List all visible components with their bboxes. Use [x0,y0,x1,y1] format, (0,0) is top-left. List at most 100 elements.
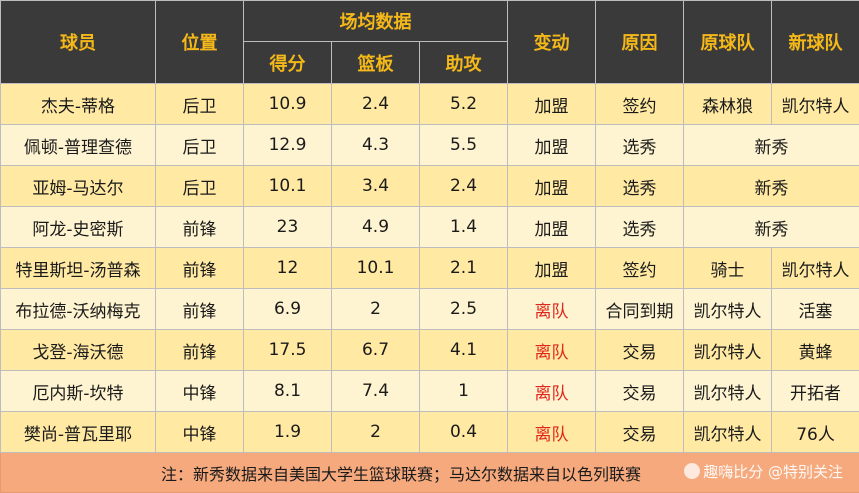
table-row: 特里斯坦-汤普森 前锋 12 10.1 2.1 加盟 签约 骑士 凯尔特人 [0,247,859,289]
rookie-cell: 新秀 [683,165,859,207]
points-cell: 12.9 [243,124,332,166]
points-cell: 17.5 [243,329,332,371]
watermark: 趣嗨比分 @特别关注 [684,461,843,482]
assists-cell: 1.4 [418,206,509,248]
change-cell: 加盟 [507,247,597,289]
to-team-cell: 活塞 [771,288,859,330]
points-cell: 8.1 [243,370,332,412]
from-team-cell: 凯尔特人 [683,288,773,330]
position-cell: 后卫 [155,83,244,125]
change-cell: 加盟 [507,206,597,248]
change-cell: 离队 [507,370,597,412]
rookie-cell: 新秀 [683,206,859,248]
col-change-header: 变动 [507,0,597,84]
from-team-cell: 凯尔特人 [683,329,773,371]
rebounds-cell: 2 [331,288,420,330]
to-team-cell: 开拓者 [771,370,859,412]
assists-cell: 1 [418,370,509,412]
table-row: 布拉德-沃纳梅克 前锋 6.9 2 2.5 离队 合同到期 凯尔特人 活塞 [0,288,859,330]
rebounds-cell: 4.9 [331,206,420,248]
position-cell: 前锋 [155,206,244,248]
from-team-cell: 凯尔特人 [683,370,773,412]
table-row: 杰夫-蒂格 后卫 10.9 2.4 5.2 加盟 签约 森林狼 凯尔特人 [0,83,859,125]
table-row: 樊尚-普瓦里耶 中锋 1.9 2 0.4 离队 交易 凯尔特人 76人 [0,411,859,453]
points-cell: 6.9 [243,288,332,330]
watermark-logo-icon [684,463,701,479]
from-team-cell: 森林狼 [683,83,773,125]
col-assists-header: 助攻 [418,41,509,84]
col-stats-group-header: 场均数据 [242,0,509,42]
points-cell: 12 [243,247,332,289]
position-cell: 中锋 [155,370,244,412]
rebounds-cell: 7.4 [331,370,420,412]
col-to-team-header: 新球队 [771,0,859,84]
assists-cell: 2.1 [418,247,509,289]
to-team-cell: 凯尔特人 [771,247,859,289]
reason-cell: 签约 [595,83,685,125]
change-cell: 离队 [507,288,597,330]
player-cell: 亚姆-马达尔 [0,165,156,207]
player-cell: 厄内斯-坎特 [0,370,156,412]
rebounds-cell: 4.3 [331,124,420,166]
table-row: 戈登-海沃德 前锋 17.5 6.7 4.1 离队 交易 凯尔特人 黄蜂 [0,329,859,371]
col-points-header: 得分 [243,41,332,84]
reason-cell: 选秀 [595,124,685,166]
note-row: 注：新秀数据来自美国大学生篮球联赛；马达尔数据来自以色列联赛 [0,452,859,493]
header-subrow: 得分 篮板 助攻 [1,41,859,84]
col-player-header: 球员 [0,0,156,84]
assists-cell: 5.5 [418,124,509,166]
position-cell: 后卫 [155,124,244,166]
assists-cell: 4.1 [418,329,509,371]
assists-cell: 2.4 [418,165,509,207]
rebounds-cell: 2.4 [331,83,420,125]
note-text: 注：新秀数据来自美国大学生篮球联赛；马达尔数据来自以色列联赛 [0,452,859,493]
reason-cell: 交易 [595,370,685,412]
table-body: 杰夫-蒂格 后卫 10.9 2.4 5.2 加盟 签约 森林狼 凯尔特人 佩顿-普理查德 后卫 12.… [0,83,859,453]
from-team-cell: 骑士 [683,247,773,289]
header-row: 球员 位置 场均数据 变动 原因 原球队 新球队 [0,0,859,84]
col-position-header: 位置 [155,0,244,84]
table-row: 佩顿-普理查德 后卫 12.9 4.3 5.5 加盟 选秀 新秀 [0,124,859,166]
points-cell: 1.9 [243,411,332,453]
col-reason-header: 原因 [595,0,685,84]
rebounds-cell: 3.4 [331,165,420,207]
position-cell: 前锋 [155,288,244,330]
assists-cell: 0.4 [418,411,509,453]
to-team-cell: 76人 [771,411,859,453]
player-cell: 戈登-海沃德 [0,329,156,371]
change-cell: 加盟 [507,165,597,207]
player-cell: 特里斯坦-汤普森 [0,247,156,289]
change-cell: 离队 [507,411,597,453]
rebounds-cell: 6.7 [331,329,420,371]
position-cell: 前锋 [155,247,244,289]
position-cell: 中锋 [155,411,244,453]
position-cell: 前锋 [155,329,244,371]
reason-cell: 交易 [595,411,685,453]
position-cell: 后卫 [155,165,244,207]
player-cell: 佩顿-普理查德 [0,124,156,166]
from-team-cell: 凯尔特人 [683,411,773,453]
table-row: 阿龙-史密斯 前锋 23 4.9 1.4 加盟 选秀 新秀 [0,206,859,248]
rebounds-cell: 10.1 [331,247,420,289]
reason-cell: 合同到期 [595,288,685,330]
reason-cell: 选秀 [595,206,685,248]
to-team-cell: 凯尔特人 [771,83,859,125]
to-team-cell: 黄蜂 [771,329,859,371]
col-from-team-header: 原球队 [683,0,773,84]
watermark-text: 趣嗨比分 @特别关注 [703,463,843,481]
assists-cell: 5.2 [418,83,509,125]
points-cell: 10.9 [243,83,332,125]
change-cell: 加盟 [507,83,597,125]
rebounds-cell: 2 [331,411,420,453]
rookie-cell: 新秀 [683,124,859,166]
player-cell: 布拉德-沃纳梅克 [0,288,156,330]
points-cell: 10.1 [243,165,332,207]
reason-cell: 选秀 [595,165,685,207]
change-cell: 离队 [507,329,597,371]
player-cell: 杰夫-蒂格 [0,83,156,125]
assists-cell: 2.5 [418,288,509,330]
reason-cell: 交易 [595,329,685,371]
reason-cell: 签约 [595,247,685,289]
